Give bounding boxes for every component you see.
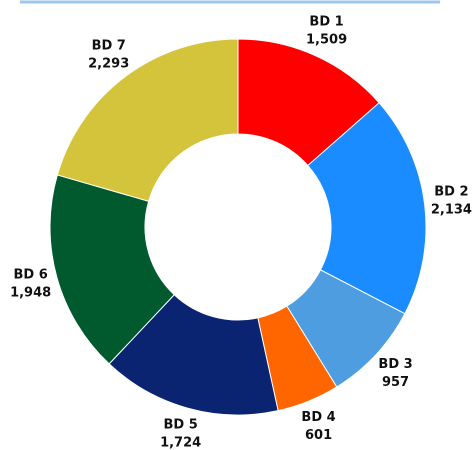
slice-label: BD 2 (434, 184, 468, 199)
slice-label: BD 1 (309, 15, 343, 30)
value-label: 2,293 (88, 57, 129, 72)
slice-label: BD 4 (301, 410, 335, 425)
slice-label: BD 6 (14, 267, 48, 282)
slice-label: BD 3 (378, 357, 412, 372)
donut-slice (307, 102, 427, 315)
value-label: 1,948 (10, 285, 51, 300)
slice-label: BD 7 (92, 39, 126, 54)
value-label: 957 (382, 375, 409, 390)
donut-slice (49, 174, 175, 365)
value-label: 1,509 (306, 33, 347, 48)
donut-slice (56, 38, 239, 202)
value-label: 1,724 (160, 436, 201, 450)
value-label: 601 (305, 428, 332, 443)
value-label: 2,134 (431, 202, 472, 217)
slice-label: BD 5 (163, 418, 197, 433)
